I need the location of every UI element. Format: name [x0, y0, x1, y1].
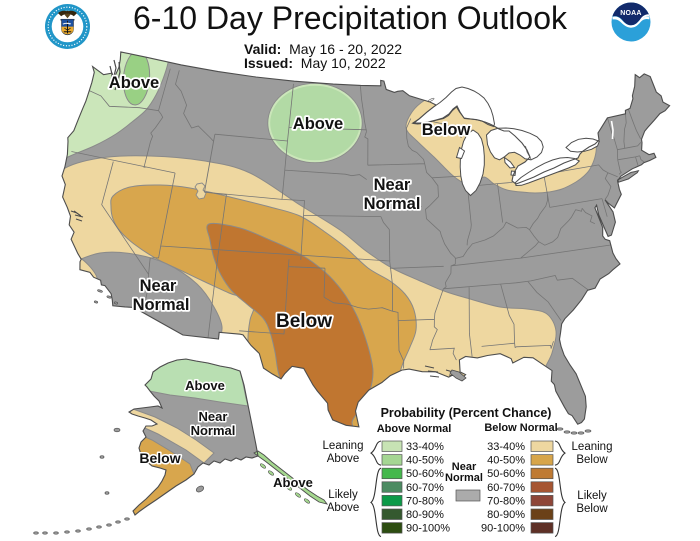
svg-text:Above Normal: Above Normal [377, 423, 452, 435]
svg-text:40-50%: 40-50% [406, 455, 444, 467]
svg-text:Below: Below [276, 311, 332, 332]
svg-text:Near: Near [374, 176, 411, 194]
svg-text:70-80%: 70-80% [406, 495, 444, 507]
svg-text:80-90%: 80-90% [487, 509, 525, 521]
svg-text:Above: Above [293, 115, 343, 133]
svg-text:33-40%: 33-40% [406, 441, 444, 453]
svg-text:Normal: Normal [133, 296, 190, 314]
svg-text:Likely: Likely [577, 490, 607, 502]
svg-text:NOAA: NOAA [620, 10, 641, 17]
svg-text:50-60%: 50-60% [487, 468, 525, 480]
svg-text:Near: Near [199, 409, 228, 424]
svg-text:Above: Above [109, 74, 159, 92]
svg-text:Below: Below [139, 450, 180, 466]
svg-text:Leaning: Leaning [323, 440, 364, 452]
svg-text:Near: Near [452, 461, 477, 473]
svg-text:Above: Above [185, 378, 225, 393]
svg-text:Below Normal: Below Normal [484, 422, 557, 434]
svg-text:70-80%: 70-80% [487, 495, 525, 507]
svg-text:Normal: Normal [191, 423, 236, 438]
svg-text:Probability (Percent Chance): Probability (Percent Chance) [381, 406, 552, 420]
svg-text:Near: Near [140, 277, 177, 295]
svg-text:50-60%: 50-60% [406, 468, 444, 480]
svg-text:Normal: Normal [445, 472, 483, 484]
svg-text:Below: Below [422, 121, 471, 139]
svg-text:60-70%: 60-70% [487, 482, 525, 494]
svg-text:Below: Below [576, 454, 608, 466]
svg-text:33-40%: 33-40% [487, 441, 525, 453]
svg-text:40-50%: 40-50% [487, 455, 525, 467]
svg-text:Leaning: Leaning [572, 441, 613, 453]
svg-text:Below: Below [576, 503, 608, 515]
svg-text:80-90%: 80-90% [406, 509, 444, 521]
svg-text:Likely: Likely [328, 489, 358, 501]
svg-text:Above: Above [273, 475, 313, 490]
svg-text:60-70%: 60-70% [406, 482, 444, 494]
svg-text:Normal: Normal [364, 195, 421, 213]
svg-text:Above: Above [327, 502, 360, 514]
svg-text:90-100%: 90-100% [406, 523, 450, 535]
svg-text:Above: Above [327, 453, 360, 465]
svg-text:90-100%: 90-100% [481, 523, 525, 535]
